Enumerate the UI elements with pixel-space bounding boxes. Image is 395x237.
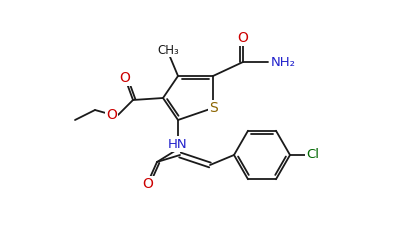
Text: NH₂: NH₂	[271, 55, 296, 68]
Text: HN: HN	[168, 137, 188, 150]
Text: O: O	[120, 71, 130, 85]
Text: O: O	[237, 31, 248, 45]
Text: CH₃: CH₃	[157, 44, 179, 56]
Text: Cl: Cl	[306, 149, 319, 161]
Text: O: O	[143, 177, 153, 191]
Text: S: S	[209, 101, 217, 115]
Text: O: O	[106, 108, 117, 122]
